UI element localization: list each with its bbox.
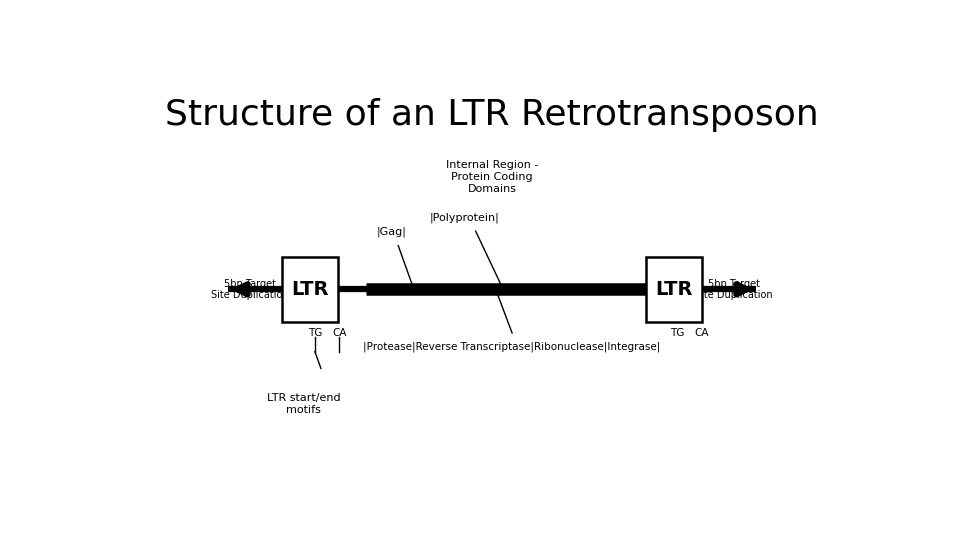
Text: TG: TG [308, 328, 323, 338]
Text: |Polyprotein|: |Polyprotein| [429, 212, 499, 223]
Text: Internal Region -
Protein Coding
Domains: Internal Region - Protein Coding Domains [445, 160, 539, 194]
Text: TG: TG [670, 328, 684, 338]
Text: 5bp Target
Site Duplication: 5bp Target Site Duplication [211, 279, 289, 300]
Text: |Protease|Reverse Transcriptase|Ribonuclease|Integrase|: |Protease|Reverse Transcriptase|Ribonucl… [364, 341, 660, 352]
Text: LTR: LTR [291, 280, 328, 299]
Text: CA: CA [694, 328, 709, 338]
Text: LTR: LTR [656, 280, 693, 299]
FancyBboxPatch shape [646, 257, 702, 321]
Text: Structure of an LTR Retrotransposon: Structure of an LTR Retrotransposon [165, 98, 819, 132]
Text: CA: CA [332, 328, 347, 338]
Text: LTR start/end
motifs: LTR start/end motifs [267, 393, 341, 415]
FancyBboxPatch shape [282, 257, 338, 321]
Text: 5bp Target
Site Duplication: 5bp Target Site Duplication [695, 279, 773, 300]
Text: |Gag|: |Gag| [376, 227, 406, 238]
